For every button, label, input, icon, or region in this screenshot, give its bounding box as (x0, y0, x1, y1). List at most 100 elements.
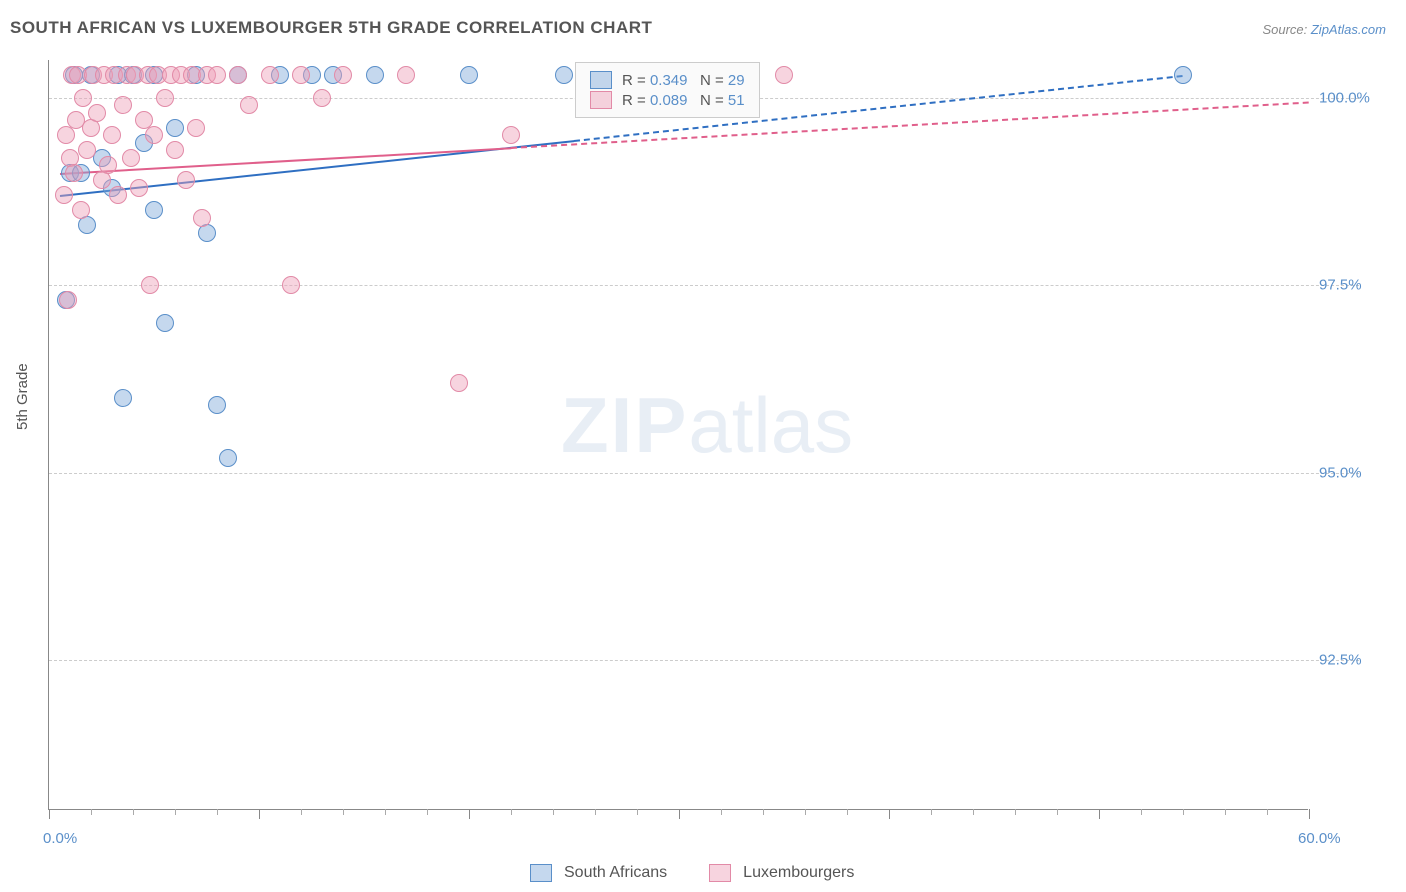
stats-legend-text: R = 0.349 N = 29 (622, 72, 745, 89)
y-tick-label: 95.0% (1319, 464, 1362, 481)
source-link[interactable]: ZipAtlas.com (1311, 22, 1386, 37)
x-tick-minor (427, 809, 428, 815)
x-tick-minor (1057, 809, 1058, 815)
data-point (229, 66, 247, 84)
data-point (122, 149, 140, 167)
x-tick-major (889, 809, 890, 819)
x-tick-major (1309, 809, 1310, 819)
data-point (292, 66, 310, 84)
data-point (555, 66, 573, 84)
legend-swatch (590, 91, 612, 109)
gridline-h (49, 473, 1359, 474)
x-tick-major (679, 809, 680, 819)
data-point (55, 186, 73, 204)
data-point (450, 374, 468, 392)
series-legend: South Africans Luxembourgers (530, 864, 884, 882)
stats-legend-row: R = 0.089 N = 51 (590, 91, 745, 109)
x-tick-minor (721, 809, 722, 815)
data-point (166, 141, 184, 159)
watermark-light: atlas (688, 381, 853, 469)
legend-swatch (709, 864, 731, 882)
x-tick-minor (553, 809, 554, 815)
legend-series-label: Luxembourgers (743, 864, 854, 882)
x-tick-minor (385, 809, 386, 815)
data-point (74, 89, 92, 107)
data-point (775, 66, 793, 84)
x-tick-minor (637, 809, 638, 815)
data-point (187, 119, 205, 137)
data-point (193, 209, 211, 227)
y-axis-label: 5th Grade (14, 363, 31, 430)
x-tick-minor (1267, 809, 1268, 815)
data-point (114, 389, 132, 407)
data-point (103, 126, 121, 144)
data-point (88, 104, 106, 122)
stats-legend-row: R = 0.349 N = 29 (590, 71, 745, 89)
x-tick-minor (763, 809, 764, 815)
x-tick-minor (511, 809, 512, 815)
data-point (261, 66, 279, 84)
x-tick-major (259, 809, 260, 819)
data-point (145, 201, 163, 219)
watermark: ZIPatlas (561, 380, 853, 471)
x-tick-minor (847, 809, 848, 815)
x-tick-major (1099, 809, 1100, 819)
source-label: Source: (1262, 22, 1310, 37)
x-tick-minor (1141, 809, 1142, 815)
data-point (282, 276, 300, 294)
x-tick-major (469, 809, 470, 819)
x-tick-minor (217, 809, 218, 815)
x-tick-minor (1183, 809, 1184, 815)
stats-legend-text: R = 0.089 N = 51 (622, 92, 745, 109)
x-tick-minor (805, 809, 806, 815)
x-tick-minor (133, 809, 134, 815)
x-tick-minor (1225, 809, 1226, 815)
x-tick-minor (175, 809, 176, 815)
data-point (177, 171, 195, 189)
x-tick-minor (1015, 809, 1016, 815)
data-point (240, 96, 258, 114)
data-point (114, 96, 132, 114)
data-point (59, 291, 77, 309)
x-axis-start-label: 0.0% (43, 830, 77, 847)
y-tick-label: 92.5% (1319, 652, 1362, 669)
source-attribution: Source: ZipAtlas.com (1262, 22, 1386, 37)
x-tick-minor (91, 809, 92, 815)
data-point (78, 141, 96, 159)
data-point (1174, 66, 1192, 84)
stats-legend: R = 0.349 N = 29 R = 0.089 N = 51 (575, 62, 760, 118)
data-point (99, 156, 117, 174)
x-tick-major (49, 809, 50, 819)
y-tick-label: 97.5% (1319, 277, 1362, 294)
data-point (156, 89, 174, 107)
data-point (72, 201, 90, 219)
gridline-h (49, 285, 1359, 286)
data-point (65, 164, 83, 182)
data-point (502, 126, 520, 144)
legend-swatch (590, 71, 612, 89)
gridline-h (49, 660, 1359, 661)
scatter-chart: ZIPatlas 92.5%95.0%97.5%100.0% (48, 60, 1308, 810)
data-point (208, 396, 226, 414)
x-tick-minor (595, 809, 596, 815)
x-tick-minor (343, 809, 344, 815)
x-tick-minor (931, 809, 932, 815)
data-point (145, 126, 163, 144)
data-point (156, 314, 174, 332)
legend-series-label: South Africans (564, 864, 667, 882)
data-point (166, 119, 184, 137)
data-point (109, 186, 127, 204)
data-point (460, 66, 478, 84)
x-tick-minor (973, 809, 974, 815)
x-tick-minor (301, 809, 302, 815)
watermark-bold: ZIP (561, 381, 688, 469)
x-axis-end-label: 60.0% (1298, 830, 1341, 847)
y-tick-label: 100.0% (1319, 89, 1370, 106)
data-point (57, 126, 75, 144)
data-point (397, 66, 415, 84)
data-point (313, 89, 331, 107)
data-point (130, 179, 148, 197)
data-point (208, 66, 226, 84)
data-point (334, 66, 352, 84)
legend-swatch (530, 864, 552, 882)
